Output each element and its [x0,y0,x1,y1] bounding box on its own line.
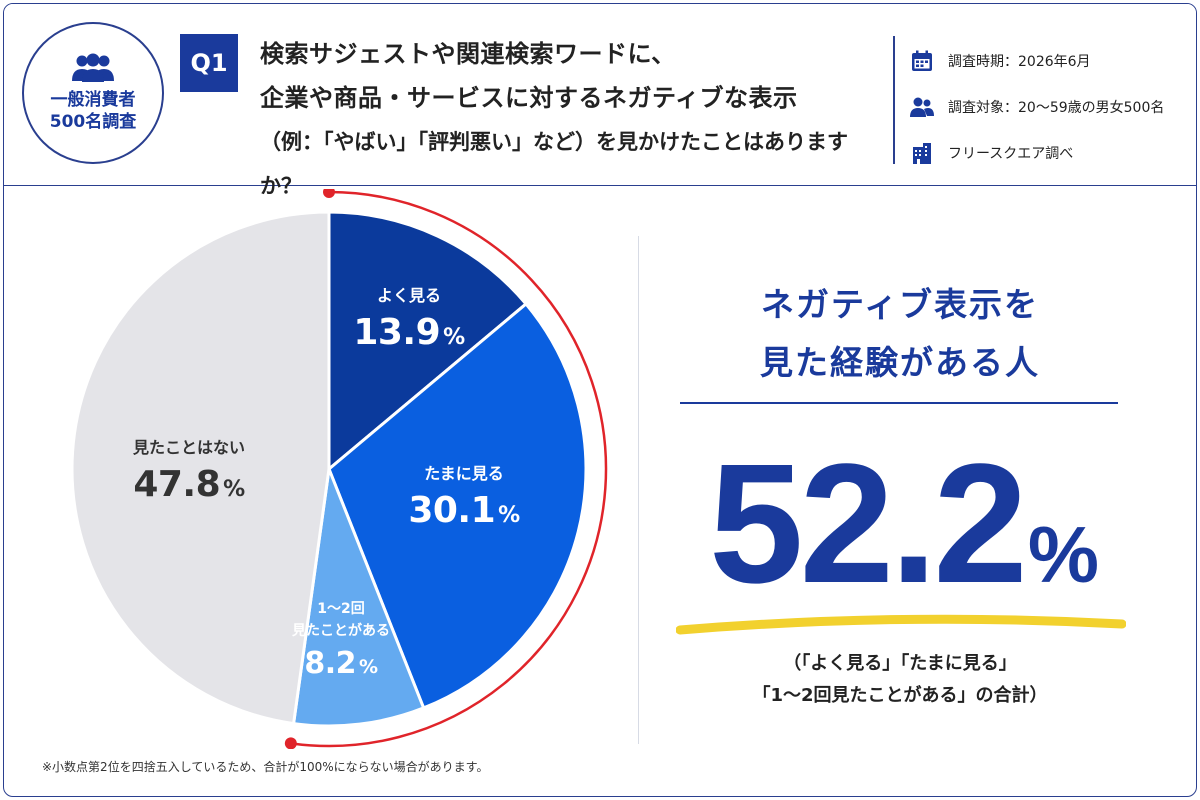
meta-source: フリースクエア調べ [910,130,1190,176]
meta-source-text: フリースクエア調べ [948,146,1074,162]
arc-start-dot [323,189,335,198]
header: 一般消費者 500名調査 Q1 検索サジェストや関連検索ワードに、 企業や商品・… [4,4,1196,198]
slice-label-often: よく見る 13.9% [339,282,479,353]
people-icon [72,53,114,82]
slice-unit-often: % [443,325,465,350]
summary-total: 52.2% [664,424,1144,624]
slice-unit-sometimes: % [498,503,520,528]
meta-target-text: 調査対象：20〜59歳の男女500名 [948,100,1165,116]
slice-name-once-twice-1: 1〜2回 [317,601,365,617]
slice-name-never: 見たことはない [132,438,245,457]
arc-end-dot [284,737,297,749]
header-divider [893,36,895,164]
calendar-icon [912,50,932,71]
summary-note-line1: （「よく見る」「たまに見る」 [783,653,1017,674]
slice-name-sometimes: たまに見る [424,464,504,483]
question-number: Q1 [180,34,238,92]
badge-line2: 500名調査 [49,112,137,132]
summary-title-line1: ネガティブ表示を [760,285,1040,324]
slice-often [327,210,528,471]
summary-divider [638,236,639,744]
slice-value-never: 47.8 [133,464,221,505]
slice-unit-never: % [223,477,245,502]
highlight-arc [290,190,608,748]
question-text: 検索サジェストや関連検索ワードに、 企業や商品・サービスに対するネガティブな表示… [260,32,880,208]
summary-title: ネガティブ表示を 見た経験がある人 [680,276,1120,392]
slice-value-often: 13.9 [353,312,441,353]
highlight-underline [676,614,1126,635]
slice-label-sometimes: たまに見る 30.1% [389,460,539,531]
survey-meta: 調査時期：2026年6月 調査対象：20〜59歳の男女500名 [910,38,1190,176]
slice-never [70,210,331,726]
meta-target: 調査対象：20〜59歳の男女500名 [910,84,1190,130]
slice-name-once-twice-2: 見たことがある [292,623,390,639]
building-icon [913,143,931,164]
slice-unit-once-twice: % [359,656,378,678]
summary-note-line2: 「1〜2回見たことがある」の合計） [752,685,1048,706]
slice-name-often: よく見る [376,286,441,305]
pie-chart [70,189,608,749]
question-line1: 検索サジェストや関連検索ワードに、 [260,40,676,68]
slice-once-twice [292,467,426,728]
question-line3: （例：「やばい」「評判悪い」など）を見かけたことはありますか？ [260,130,848,198]
slice-sometimes [327,302,588,710]
infographic-frame: 一般消費者 500名調査 Q1 検索サジェストや関連検索ワードに、 企業や商品・… [3,3,1197,797]
people-icon [910,97,934,117]
badge-line1: 一般消費者 [50,89,136,110]
survey-badge: 一般消費者 500名調査 [22,22,164,164]
meta-period-text: 調査時期：2026年6月 [948,54,1091,70]
summary-title-line2: 見た経験がある人 [760,343,1040,382]
summary-rule [680,402,1118,404]
summary-note: （「よく見る」「たまに見る」 「1〜2回見たことがある」の合計） [680,648,1120,712]
slice-value-once-twice: 8.2 [304,646,357,681]
slice-label-once-twice: 1〜2回 見たことがある 8.2% [276,598,406,681]
meta-period: 調査時期：2026年6月 [910,38,1190,84]
summary-total-unit: % [1027,510,1099,599]
slice-label-never: 見たことはない 47.8% [109,434,269,505]
slice-value-sometimes: 30.1 [408,490,496,531]
question-line2: 企業や商品・サービスに対するネガティブな表示 [260,84,798,112]
summary-total-value: 52.2 [708,429,1028,619]
footnote: ※小数点第2位を四捨五入しているため、合計が100%にならない場合があります。 [42,760,489,774]
